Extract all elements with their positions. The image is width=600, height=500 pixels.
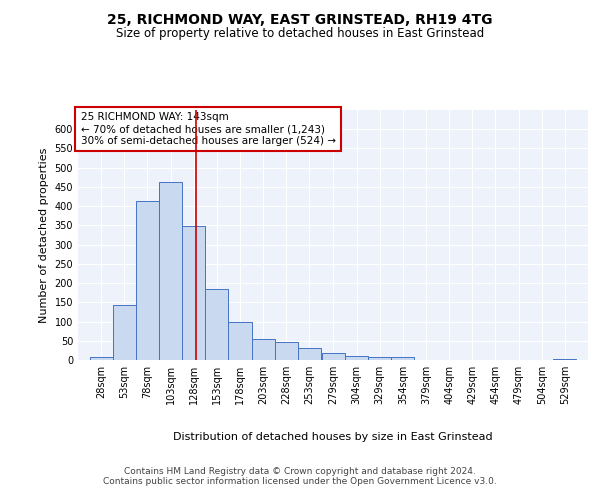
Bar [136, 201, 159, 360]
Bar [89, 357, 113, 360]
Bar [553, 359, 577, 360]
Text: Contains public sector information licensed under the Open Government Licence v3: Contains public sector information licen… [103, 478, 497, 486]
Bar [159, 182, 182, 360]
Text: Distribution of detached houses by size in East Grinstead: Distribution of detached houses by size … [173, 432, 493, 442]
Text: Contains HM Land Registry data © Crown copyright and database right 2024.: Contains HM Land Registry data © Crown c… [124, 468, 476, 476]
Bar [113, 305, 136, 360]
Bar [345, 356, 368, 360]
Text: 25 RICHMOND WAY: 143sqm
← 70% of detached houses are smaller (1,243)
30% of semi: 25 RICHMOND WAY: 143sqm ← 70% of detache… [80, 112, 335, 146]
Bar [322, 353, 345, 360]
Bar [251, 339, 275, 360]
Bar [205, 289, 229, 360]
Bar [275, 342, 298, 360]
Y-axis label: Number of detached properties: Number of detached properties [39, 148, 49, 322]
Bar [391, 357, 415, 360]
Text: 25, RICHMOND WAY, EAST GRINSTEAD, RH19 4TG: 25, RICHMOND WAY, EAST GRINSTEAD, RH19 4… [107, 12, 493, 26]
Bar [368, 357, 391, 360]
Bar [229, 322, 251, 360]
Bar [298, 348, 321, 360]
Bar [182, 226, 205, 360]
Text: Size of property relative to detached houses in East Grinstead: Size of property relative to detached ho… [116, 28, 484, 40]
